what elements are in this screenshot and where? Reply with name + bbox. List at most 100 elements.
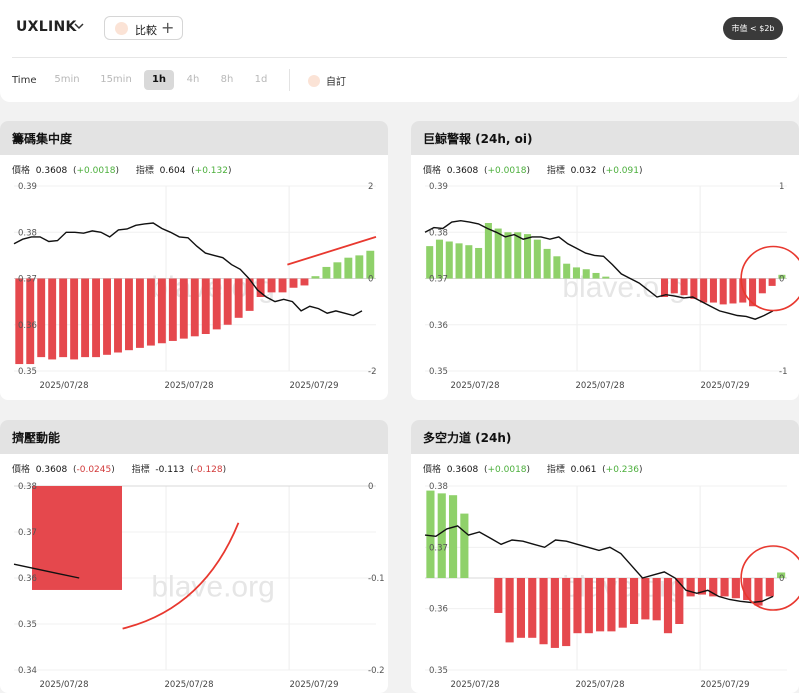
bar <box>15 278 24 365</box>
bar <box>81 278 90 358</box>
bar <box>505 578 514 643</box>
chevron-down-icon[interactable] <box>73 20 85 32</box>
custom-label: 自訂 <box>326 77 346 88</box>
bar <box>114 278 122 353</box>
bar <box>660 278 669 297</box>
bar <box>731 578 740 599</box>
price-value: 0.3608 <box>446 166 479 176</box>
bar <box>582 269 590 279</box>
bar <box>437 493 446 578</box>
bar <box>146 278 155 346</box>
timeframe-1d[interactable]: 1d <box>254 74 268 85</box>
bar <box>729 278 737 304</box>
x-axis-tick: 2025/07/28 <box>576 680 625 690</box>
bar <box>670 278 678 294</box>
bar <box>663 578 673 634</box>
bar <box>573 578 582 634</box>
timeframe-4h[interactable]: 4h <box>186 74 200 85</box>
bar <box>719 278 727 305</box>
bar <box>234 278 243 318</box>
bar <box>37 278 46 358</box>
bar <box>190 278 199 337</box>
left-axis-tick: 0.37 <box>429 543 448 553</box>
watermark: blave.org <box>151 570 274 603</box>
bar <box>460 513 469 578</box>
bar <box>758 278 766 294</box>
compare-button[interactable]: 比較 + <box>104 16 183 40</box>
x-axis-tick: 2025/07/29 <box>290 680 339 690</box>
bar <box>32 486 122 590</box>
bar <box>553 256 561 279</box>
right-axis-tick: -2 <box>368 367 376 377</box>
left-axis-tick: 0.37 <box>429 275 448 285</box>
timeframe-8h[interactable]: 8h <box>220 74 234 85</box>
bar <box>125 278 133 351</box>
x-axis-tick: 2025/07/28 <box>165 680 214 690</box>
left-axis-tick: 0.38 <box>18 228 37 238</box>
right-axis-tick: -0.1 <box>368 574 385 584</box>
chart-svg: blave.org0.380.370.360.3502025/07/282025… <box>424 482 799 690</box>
bar <box>59 278 68 358</box>
bar <box>245 278 254 311</box>
bar <box>749 278 757 307</box>
left-axis-tick: 0.37 <box>18 528 37 538</box>
chart-card-header: 籌碼集中度 <box>0 121 388 155</box>
chart-info-row: 價格 0.3608 (+0.0018) 指標 0.032 (+0.091) <box>423 166 643 176</box>
annotation-circle <box>740 245 799 312</box>
chart-title: 巨鯨警報 (24h, oi) <box>423 132 533 146</box>
bar <box>686 578 695 597</box>
chart-card-header: 擠壓動能 <box>0 420 388 454</box>
bar <box>484 223 492 279</box>
indicator-change: +0.091 <box>605 166 639 176</box>
header-card: UXLINK 比較 + 市值 < $2b Time 5min 15min 1h … <box>0 0 799 102</box>
timeframe-15min[interactable]: 15min <box>100 74 132 85</box>
indicator-label: 指標 <box>546 166 565 176</box>
symbol-selector[interactable]: UXLINK <box>16 19 77 35</box>
bar <box>426 490 435 578</box>
price-change: +0.0018 <box>76 166 116 176</box>
bar <box>448 495 458 578</box>
timeframe-5min[interactable]: 5min <box>54 74 80 85</box>
market-cap-badge[interactable]: 市值 < $2b <box>723 17 783 40</box>
bar <box>475 247 483 279</box>
x-axis-tick: 2025/07/29 <box>290 381 339 391</box>
bar <box>26 278 35 365</box>
left-axis-tick: 0.39 <box>18 182 37 192</box>
left-axis-tick: 0.35 <box>429 367 448 377</box>
bar <box>539 578 548 645</box>
x-axis-tick: 2025/07/28 <box>40 680 89 690</box>
right-axis-tick: 0 <box>368 275 373 285</box>
bar <box>754 578 763 606</box>
chart-info-row: 價格 0.3608 (+0.0018) 指標 0.061 (+0.236) <box>423 465 643 475</box>
bar <box>680 278 688 296</box>
price-line <box>13 563 80 579</box>
left-axis-tick: 0.35 <box>429 666 448 676</box>
price-line <box>424 219 774 320</box>
bar <box>690 278 698 299</box>
x-axis-tick: 2025/07/28 <box>451 381 500 391</box>
bar <box>596 578 605 632</box>
custom-button[interactable]: 自訂 <box>308 73 346 88</box>
bar <box>212 278 221 330</box>
bar <box>777 572 786 578</box>
bar <box>524 234 532 279</box>
bar <box>720 578 729 597</box>
bar <box>709 578 718 597</box>
price-change: -0.0245 <box>76 465 112 475</box>
compare-label: 比較 <box>135 24 157 37</box>
bar <box>426 246 434 279</box>
left-axis-tick: 0.38 <box>429 482 448 492</box>
bar <box>516 578 526 638</box>
timeframe-1h[interactable]: 1h <box>144 70 174 90</box>
annotation-circle <box>740 545 799 611</box>
indicator-label: 指標 <box>546 465 565 475</box>
indicator-value: 0.032 <box>570 166 597 176</box>
price-change: +0.0018 <box>487 465 527 475</box>
annotation-curve <box>122 522 240 630</box>
bar <box>562 578 571 647</box>
price-value: 0.3608 <box>35 465 68 475</box>
chart-title: 多空力道 (24h) <box>423 431 512 445</box>
bar <box>435 239 444 279</box>
left-axis-tick: 0.39 <box>429 182 448 192</box>
bar <box>629 578 639 624</box>
